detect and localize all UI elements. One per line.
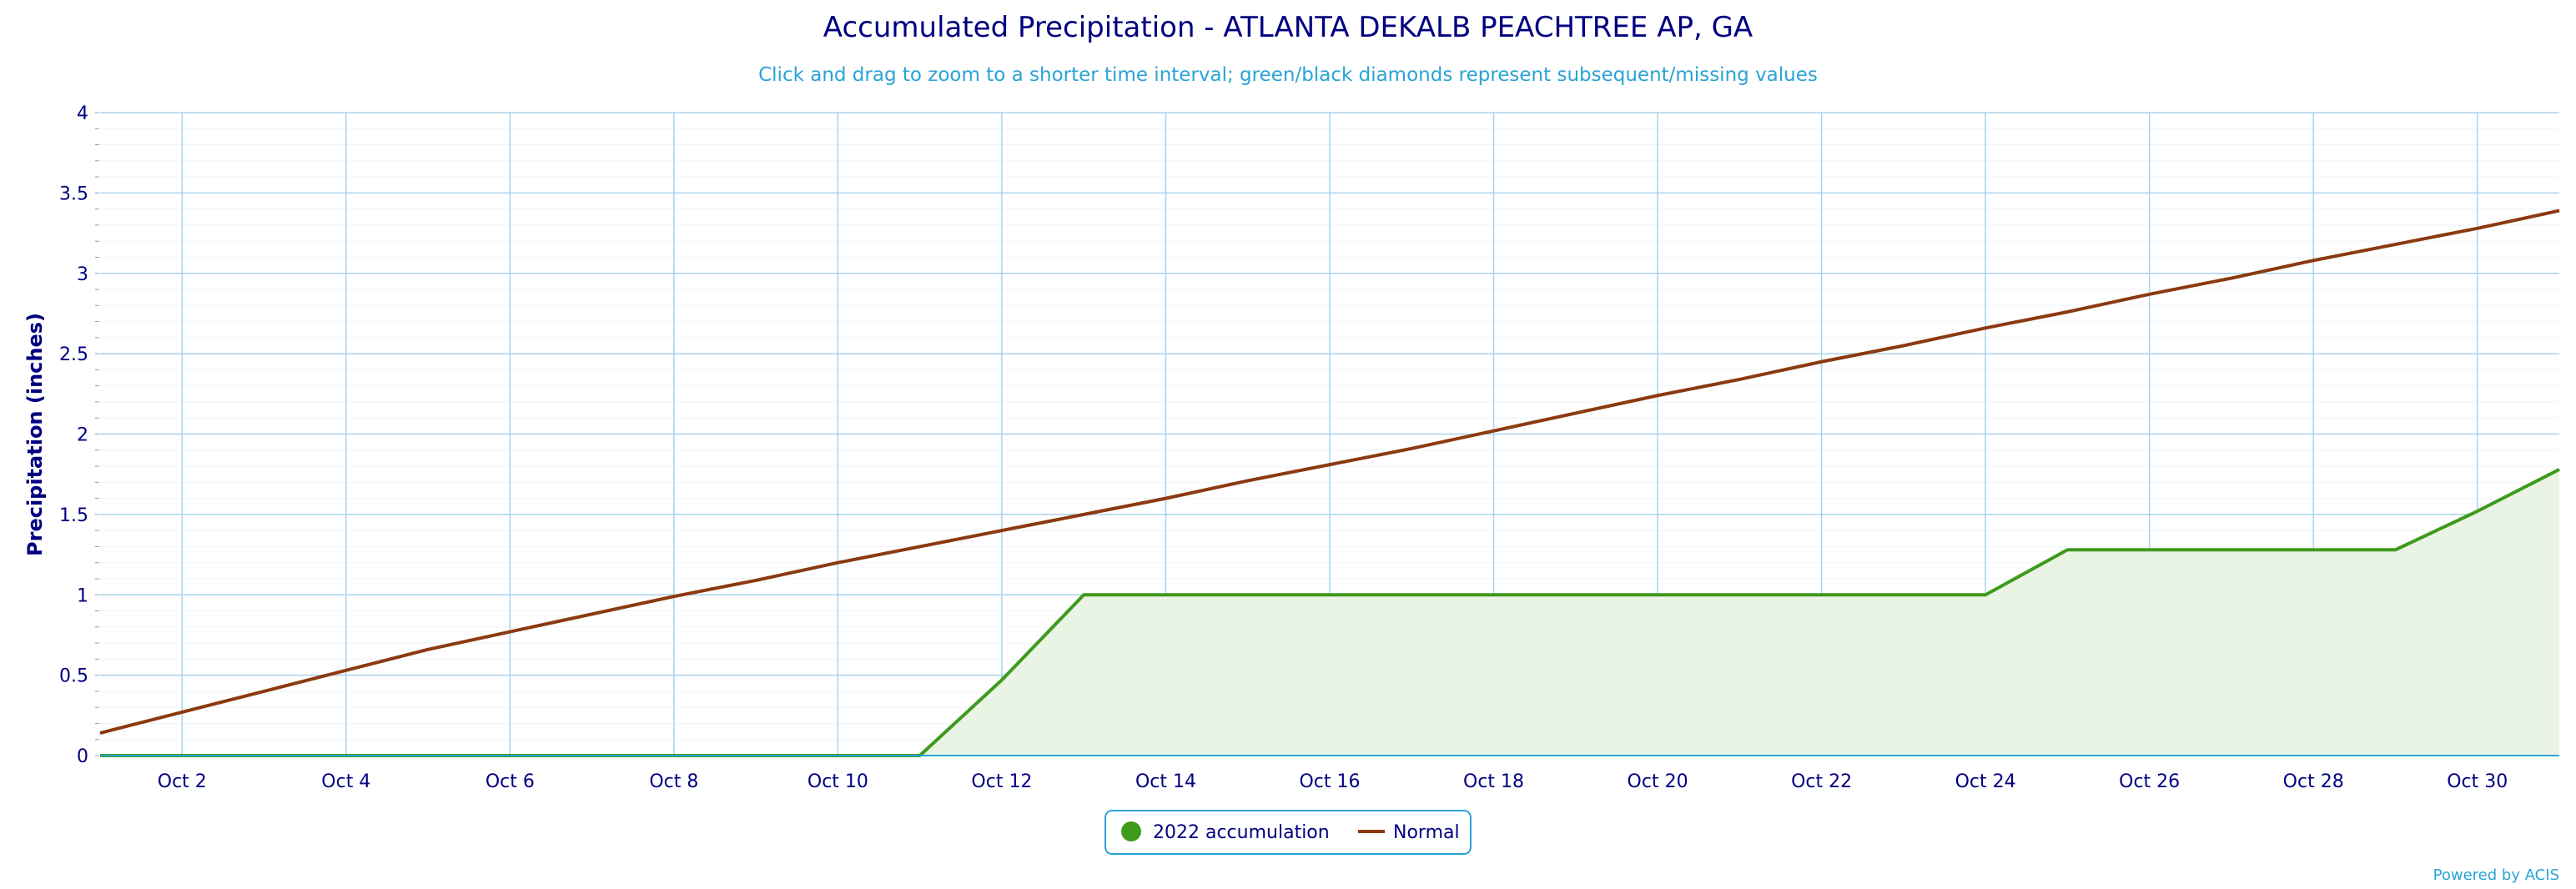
legend-item-2022-accumulation[interactable]: 2022 accumulation	[1121, 821, 1330, 843]
y-axis-label: Precipitation (inches)	[23, 313, 47, 556]
legend-label-2022-accumulation: 2022 accumulation	[1153, 822, 1330, 843]
line-normal	[99, 208, 2560, 735]
x-tick-label: Oct 8	[649, 771, 698, 792]
x-tick-label: Oct 18	[1463, 771, 1524, 792]
legend-label-normal: Normal	[1393, 822, 1460, 843]
x-tick-label: Oct 24	[1955, 771, 2016, 792]
y-tick-label: 2.5	[59, 344, 88, 365]
legend: 2022 accumulation Normal	[1104, 810, 1472, 855]
y-tick-label: 0	[77, 746, 88, 767]
series-area	[100, 469, 2559, 756]
legend-marker-2022-accumulation	[1121, 821, 1141, 841]
y-tick-label: 1	[77, 585, 88, 606]
legend-box	[1104, 810, 1472, 855]
x-tick-label: Oct 16	[1299, 771, 1360, 792]
x-tick-label: Oct 28	[2283, 771, 2344, 792]
y-tick-label: 2	[77, 425, 88, 446]
grid-lines	[100, 112, 2559, 756]
x-tick-label: Oct 14	[1135, 771, 1196, 792]
x-tick-label: Oct 4	[321, 771, 370, 792]
x-tick-label: Oct 12	[971, 771, 1032, 792]
y-tick-labels: 0 0.5 1 1.5 2 2.5 3 3.5 4	[59, 103, 88, 767]
legend-item-normal[interactable]: Normal	[1358, 822, 1460, 843]
powered-by-credit[interactable]: Powered by ACIS	[2433, 866, 2559, 884]
area-fill-2022-accumulation	[100, 469, 2559, 756]
x-tick-label: Oct 6	[486, 771, 535, 792]
x-tick-label: Oct 22	[1791, 771, 1852, 792]
x-tick-label: Oct 10	[808, 771, 868, 792]
x-tick-label: Oct 30	[2447, 771, 2508, 792]
y-tick-label: 4	[77, 103, 88, 124]
x-tick-label: Oct 20	[1628, 771, 1688, 792]
axes	[95, 112, 2559, 756]
y-tick-label: 3	[77, 264, 88, 285]
y-tick-label: 1.5	[59, 505, 88, 526]
y-tick-label: 3.5	[59, 183, 88, 204]
x-tick-labels: Oct 2 Oct 4 Oct 6 Oct 8 Oct 10 Oct 12 Oct 14 Oc…	[158, 771, 2508, 792]
x-tick-label: Oct 2	[158, 771, 207, 792]
chart-title: Accumulated Precipitation - ATLANTA DEKA…	[823, 11, 1753, 44]
chart-subtitle: Click and drag to zoom to a shorter time…	[758, 64, 1818, 86]
x-tick-label: Oct 26	[2119, 771, 2180, 792]
y-tick-label: 0.5	[59, 666, 88, 687]
